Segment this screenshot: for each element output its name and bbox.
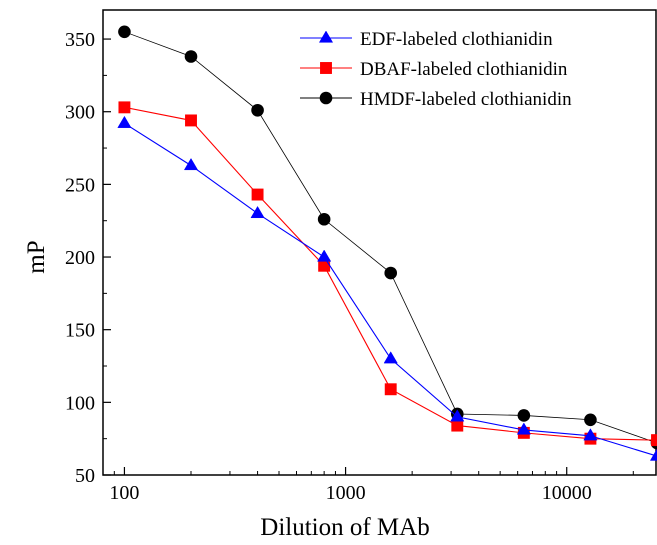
series-line (124, 122, 657, 457)
y-tick-label: 150 (65, 320, 95, 342)
data-point (649, 448, 657, 461)
legend-entry: HMDF-labeled clothianidin (300, 89, 572, 110)
data-point (383, 351, 398, 364)
legend-marker (320, 62, 332, 74)
plot-frame (102, 9, 657, 476)
data-point (384, 266, 398, 280)
series-triangle (117, 115, 657, 461)
data-point (317, 249, 332, 262)
legend-marker (319, 91, 333, 105)
data-point (251, 103, 264, 117)
data-point (451, 419, 464, 432)
legend-label: HMDF-labeled clothianidin (360, 89, 572, 110)
data-point (651, 434, 657, 447)
y-tick-label: 350 (65, 29, 95, 51)
x-tick-label: 100 (109, 482, 139, 504)
legend-marker (318, 30, 334, 43)
data-point (251, 188, 264, 201)
y-axis-title: mP (23, 240, 50, 273)
y-tick-label: 200 (65, 247, 95, 269)
data-point (450, 409, 465, 422)
data-point (118, 101, 131, 114)
legend-label: DBAF-labeled clothianidin (360, 59, 568, 80)
legend: EDF-labeled clothianidin DBAF-labeled clo… (300, 29, 572, 110)
data-point (117, 115, 132, 128)
data-point (318, 259, 331, 272)
data-point (185, 114, 197, 127)
legend-entry: DBAF-labeled clothianidin (300, 59, 568, 80)
y-tick-label: 250 (65, 174, 95, 196)
data-point (517, 409, 531, 422)
data-point (516, 422, 531, 435)
x-axis: 100 1000 10000 (109, 467, 634, 504)
legend-entry: EDF-labeled clothianidin (300, 29, 553, 50)
data-point (583, 428, 598, 441)
data-point (183, 157, 199, 171)
y-tick-label: 300 (65, 102, 95, 124)
x-tick-label: 10000 (542, 482, 592, 504)
data-point (250, 205, 265, 219)
x-axis-title: Dilution of MAb (260, 514, 429, 541)
y-axis: 50 100 150 200 250 300 350 (65, 29, 111, 487)
y-tick-label: 100 (65, 392, 95, 414)
data-point (118, 25, 131, 39)
y-tick-label: 50 (75, 465, 95, 487)
plot-border (102, 9, 657, 476)
series-layer (117, 25, 657, 461)
legend-label: EDF-labeled clothianidin (360, 29, 553, 50)
data-point (384, 383, 397, 396)
data-point (184, 50, 198, 63)
x-tick-label: 1000 (326, 482, 366, 504)
data-point (584, 413, 597, 427)
data-point (317, 212, 331, 226)
